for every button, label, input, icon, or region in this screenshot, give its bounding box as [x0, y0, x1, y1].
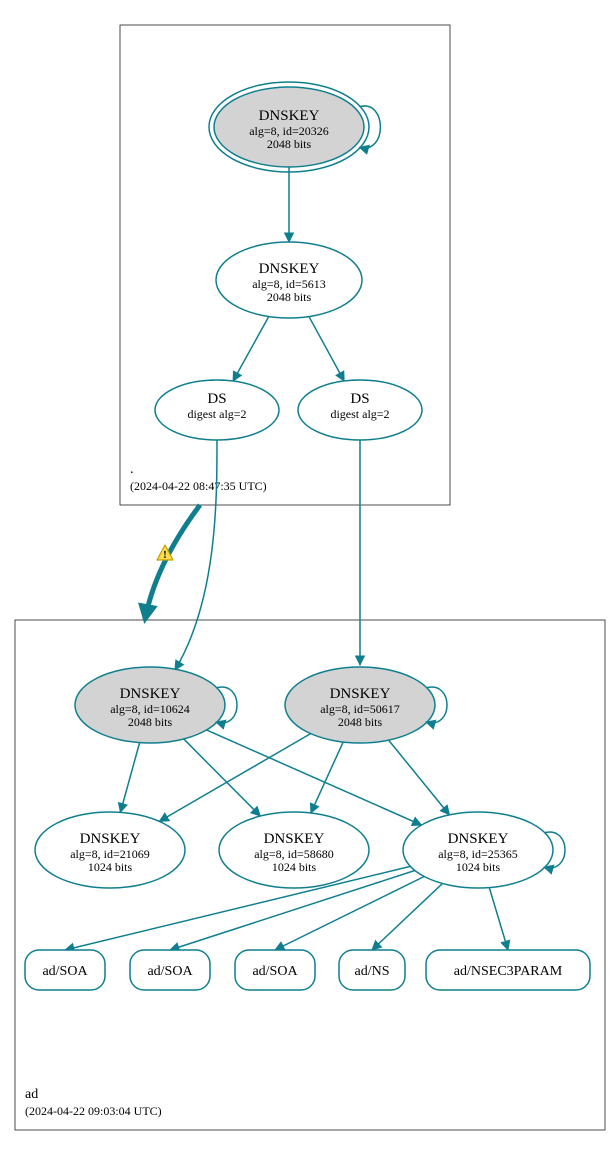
svg-text:2048 bits: 2048 bits [267, 290, 312, 304]
svg-text:DS: DS [207, 391, 226, 407]
edge-ad_ksk2-ad_zsk1 [159, 734, 310, 822]
node-ds1: DSdigest alg=2 [155, 380, 279, 440]
svg-text:2048 bits: 2048 bits [267, 137, 312, 151]
edge-ad_ksk1-ad_zsk3 [207, 730, 422, 825]
svg-text:alg=8, id=25365: alg=8, id=25365 [438, 847, 518, 861]
svg-text:DNSKEY: DNSKEY [80, 831, 141, 847]
record-label-0: ad/SOA [42, 964, 88, 979]
svg-text:2048 bits: 2048 bits [338, 715, 383, 729]
svg-text:alg=8, id=50617: alg=8, id=50617 [320, 702, 400, 716]
svg-text:DNSKEY: DNSKEY [448, 831, 509, 847]
edge-ad_ksk1-ad_zsk1 [120, 743, 139, 813]
svg-text:digest alg=2: digest alg=2 [330, 407, 389, 421]
svg-text:2048 bits: 2048 bits [128, 715, 173, 729]
svg-text:1024 bits: 1024 bits [88, 860, 133, 874]
svg-text:alg=8, id=5613: alg=8, id=5613 [252, 277, 326, 291]
svg-text:1024 bits: 1024 bits [456, 860, 501, 874]
node-root_zsk: DNSKEYalg=8, id=56132048 bits [216, 242, 362, 318]
node-ad_zsk3: DNSKEYalg=8, id=253651024 bits [403, 812, 553, 888]
svg-text:DNSKEY: DNSKEY [330, 686, 391, 702]
warning-icon-mark: ! [163, 549, 167, 561]
node-ad_ksk2: DNSKEYalg=8, id=506172048 bits [285, 667, 435, 743]
node-ad_zsk2: DNSKEYalg=8, id=586801024 bits [219, 812, 369, 888]
svg-text:alg=8, id=58680: alg=8, id=58680 [254, 847, 334, 861]
svg-text:alg=8, id=20326: alg=8, id=20326 [249, 124, 329, 138]
dnssec-diagram: . (2024-04-22 08:47:35 UTC) ad (2024-04-22 … [0, 0, 616, 1153]
svg-text:DS: DS [350, 391, 369, 407]
record-label-3: ad/NS [355, 964, 390, 979]
svg-text:DNSKEY: DNSKEY [259, 108, 320, 124]
edge-ds1-ad_ksk1 [175, 440, 217, 670]
svg-text:alg=8, id=10624: alg=8, id=10624 [110, 702, 190, 716]
zone-label-root: . [130, 462, 134, 477]
edge-root_zsk-ds1 [233, 317, 269, 382]
record-label-1: ad/SOA [147, 964, 193, 979]
record-label-2: ad/SOA [252, 964, 298, 979]
svg-text:alg=8, id=21069: alg=8, id=21069 [70, 847, 150, 861]
node-ad_zsk1: DNSKEYalg=8, id=210691024 bits [35, 812, 185, 888]
zone-link-edge [145, 505, 200, 620]
svg-text:1024 bits: 1024 bits [272, 860, 317, 874]
edge-ad_ksk1-ad_zsk2 [184, 739, 261, 816]
node-ds2: DSdigest alg=2 [298, 380, 422, 440]
node-ad_ksk1: DNSKEYalg=8, id=106242048 bits [75, 667, 225, 743]
svg-text:digest alg=2: digest alg=2 [187, 407, 246, 421]
edge-root_zsk-ds2 [309, 317, 344, 381]
edge-ad_ksk2-ad_zsk3 [389, 740, 450, 815]
record-label-4: ad/NSEC3PARAM [454, 964, 563, 979]
edge-record-4 [489, 888, 508, 950]
svg-text:DNSKEY: DNSKEY [120, 686, 181, 702]
zone-time-root: (2024-04-22 08:47:35 UTC) [130, 479, 267, 493]
svg-text:DNSKEY: DNSKEY [259, 261, 320, 277]
node-root_ksk: DNSKEYalg=8, id=203262048 bits [209, 82, 369, 172]
edge-record-3 [372, 883, 443, 950]
svg-text:DNSKEY: DNSKEY [264, 831, 325, 847]
zone-time-ad: (2024-04-22 09:03:04 UTC) [25, 1104, 162, 1118]
zone-label-ad: ad [25, 1087, 38, 1102]
